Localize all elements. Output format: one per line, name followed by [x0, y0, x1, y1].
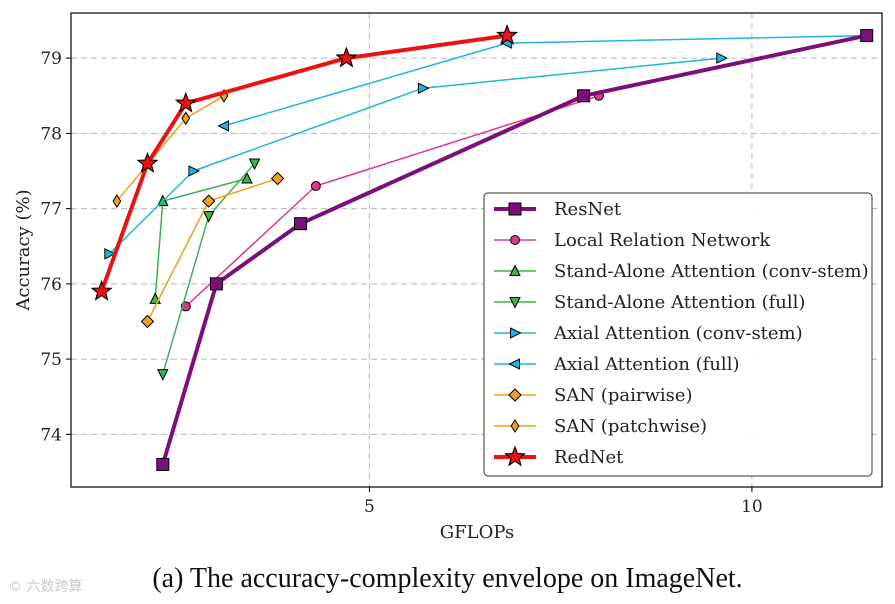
data-point-san-patchwise: [181, 111, 191, 126]
x-tick-label: 10: [741, 497, 763, 517]
legend: ResNet Local Relation Network Stand-Alone …: [483, 192, 873, 477]
legend-label: ResNet: [554, 199, 622, 220]
legend-marker-rednet: [504, 445, 526, 467]
legend-label: SAN (pairwise): [554, 385, 693, 406]
data-point-axial-attention-conv-stem: [104, 247, 116, 260]
legend-marker-san-patchwise: [510, 419, 520, 433]
y-axis-label: Accuracy (%): [13, 189, 34, 311]
legend-item-axial-attention-conv-stem: Axial Attention (conv-stem): [494, 323, 803, 344]
legend-marker-axial-attention-conv-stem: [510, 327, 522, 339]
legend-item-stand-alone-attention-conv-stem: Stand-Alone Attention (conv-stem): [494, 261, 869, 282]
data-point-san-pairwise: [270, 171, 285, 186]
legend-marker-stand-alone-attention-full: [509, 297, 521, 309]
data-point-axial-attention-conv-stem: [417, 82, 430, 95]
axis-ticks: 5 10 74 75 76 77 78 79: [40, 49, 762, 517]
series-axial-attention-conv-stem: [104, 52, 728, 260]
data-point-rednet: [136, 151, 159, 173]
data-point-axial-attention-full: [217, 120, 229, 132]
plot-frame: [70, 12, 883, 488]
legend-marker-local-relation-network: [510, 235, 520, 245]
legend-label: Stand-Alone Attention (full): [554, 292, 805, 313]
legend-item-san-pairwise: SAN (pairwise): [494, 385, 693, 406]
legend-marker-axial-attention-full: [508, 358, 520, 370]
data-point-local-relation-network: [310, 181, 321, 192]
legend-marker-san-pairwise: [508, 388, 522, 402]
legend-item-axial-attention-full: Axial Attention (full): [494, 354, 739, 375]
data-point-stand-alone-attention-full: [202, 211, 215, 223]
y-tick-label: 74: [40, 425, 62, 445]
data-point-resnet: [860, 29, 874, 43]
data-point-san-pairwise: [201, 194, 216, 208]
data-point-resnet: [156, 457, 170, 471]
data-point-stand-alone-attention-full: [248, 158, 261, 171]
x-tick-label: 5: [364, 497, 375, 517]
data-point-rednet: [174, 91, 197, 113]
data-point-stand-alone-attention-full: [156, 369, 169, 381]
series-layer: [90, 24, 874, 471]
data-point-resnet: [577, 89, 591, 103]
legend-item-rednet: RedNet: [494, 445, 624, 468]
data-point-rednet: [496, 24, 519, 45]
data-point-stand-alone-attention-conv-stem: [241, 171, 253, 184]
legend-item-local-relation-network: Local Relation Network: [494, 230, 771, 251]
series-line-axial-attention-conv-stem: [108, 57, 723, 255]
y-tick-label: 77: [40, 200, 62, 220]
data-point-rednet: [90, 279, 113, 301]
series-san-pairwise: [140, 171, 285, 329]
legend-marker-stand-alone-attention-conv-stem: [509, 264, 521, 276]
y-tick-label: 75: [40, 350, 62, 370]
legend-item-san-patchwise: SAN (patchwise): [494, 416, 707, 437]
data-point-resnet: [209, 277, 223, 291]
accuracy-complexity-chart: 5 10 74 75 76 77 78 79 GFLOPs Accuracy (%) ResN…: [13, 12, 883, 543]
legend-marker-resnet: [508, 202, 522, 216]
data-point-san-pairwise: [140, 314, 155, 329]
legend-item-stand-alone-attention-full: Stand-Alone Attention (full): [494, 292, 805, 313]
series-resnet: [156, 29, 874, 471]
legend-label: Local Relation Network: [554, 230, 771, 251]
legend-label: RedNet: [554, 447, 624, 468]
figure-caption: (a) The accuracy-complexity envelope on …: [152, 563, 743, 594]
legend-label: Axial Attention (conv-stem): [553, 323, 803, 344]
legend-label: Axial Attention (full): [553, 354, 739, 375]
legend-item-resnet: ResNet: [494, 199, 622, 220]
watermark: © 六数跨算: [8, 579, 83, 595]
data-point-axial-attention-conv-stem: [188, 165, 201, 177]
legend-box: [483, 192, 873, 477]
legend-label: SAN (patchwise): [554, 416, 707, 437]
x-axis-label: GFLOPs: [440, 522, 514, 543]
data-point-axial-attention-conv-stem: [716, 52, 728, 64]
data-point-san-patchwise: [112, 194, 122, 209]
y-tick-label: 76: [40, 275, 62, 295]
y-tick-label: 79: [40, 49, 62, 69]
legend-label: Stand-Alone Attention (conv-stem): [554, 261, 869, 282]
series-stand-alone-attention-full: [156, 158, 261, 381]
y-tick-label: 78: [40, 124, 62, 144]
data-point-resnet: [294, 217, 308, 231]
data-point-rednet: [335, 46, 358, 68]
series-rednet: [90, 24, 519, 301]
